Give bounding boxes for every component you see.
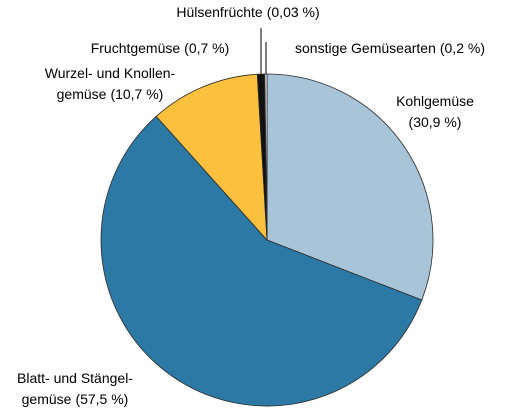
label-line: Fruchtgemüse [91, 40, 181, 56]
label-line: sonstige Gemüsearten [295, 40, 436, 56]
slice-label: Wurzel- und Knollen-gemüse (10,7 %) [45, 65, 176, 102]
slice-label: sonstige Gemüsearten (0,2 %) [295, 40, 485, 56]
slice-label: Kohlgemüse (30,9 %) [396, 93, 474, 130]
value-label: (30,9 %) [409, 114, 462, 130]
value-label: (57,5 %) [75, 391, 128, 407]
pie-slice [264, 73, 268, 241]
slice-label: Hülsenfrüchte (0,03 %) [176, 4, 319, 20]
label-line: Blatt- und Stängel- [17, 370, 133, 386]
value-label: (0,03 %) [267, 4, 320, 20]
label-line: gemüse [22, 391, 72, 407]
pie-slice [155, 73, 268, 242]
value-label: (0,7 %) [184, 40, 229, 56]
pie-slice [100, 115, 423, 407]
slice-label: Blatt- und Stängel-gemüse (57,5 %) [17, 370, 133, 407]
pie-slice [266, 73, 434, 301]
label-line: Wurzel- und Knollen- [45, 65, 176, 81]
label-line: gemüse [57, 86, 107, 102]
label-line: Kohlgemüse [396, 93, 474, 109]
value-label: (0,2 %) [440, 40, 485, 56]
slice-label: Fruchtgemüse (0,7 %) [91, 40, 230, 56]
label-line: Hülsenfrüchte [176, 4, 263, 20]
value-label: (10,7 %) [110, 86, 163, 102]
